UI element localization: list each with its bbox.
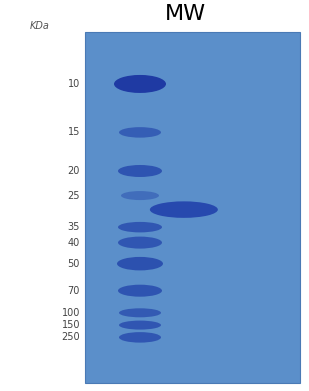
Text: 10: 10 xyxy=(68,79,80,89)
Ellipse shape xyxy=(119,308,161,317)
Ellipse shape xyxy=(119,332,161,343)
Text: 150: 150 xyxy=(61,320,80,330)
Text: MW: MW xyxy=(164,4,205,24)
Ellipse shape xyxy=(118,222,162,232)
Text: 70: 70 xyxy=(68,286,80,296)
Ellipse shape xyxy=(118,165,162,177)
Ellipse shape xyxy=(117,257,163,271)
Text: 100: 100 xyxy=(61,308,80,318)
Text: KDa: KDa xyxy=(30,21,50,31)
Text: 20: 20 xyxy=(68,166,80,176)
Ellipse shape xyxy=(118,237,162,249)
Ellipse shape xyxy=(121,191,159,200)
Ellipse shape xyxy=(119,127,161,138)
Text: 35: 35 xyxy=(68,222,80,232)
Text: 40: 40 xyxy=(68,238,80,248)
Bar xyxy=(85,32,300,383)
Ellipse shape xyxy=(114,75,166,93)
Text: 250: 250 xyxy=(61,332,80,343)
Text: 25: 25 xyxy=(67,190,80,201)
Ellipse shape xyxy=(150,201,218,218)
Ellipse shape xyxy=(119,321,161,330)
Text: 50: 50 xyxy=(68,259,80,269)
Ellipse shape xyxy=(118,285,162,297)
Text: 15: 15 xyxy=(68,127,80,137)
